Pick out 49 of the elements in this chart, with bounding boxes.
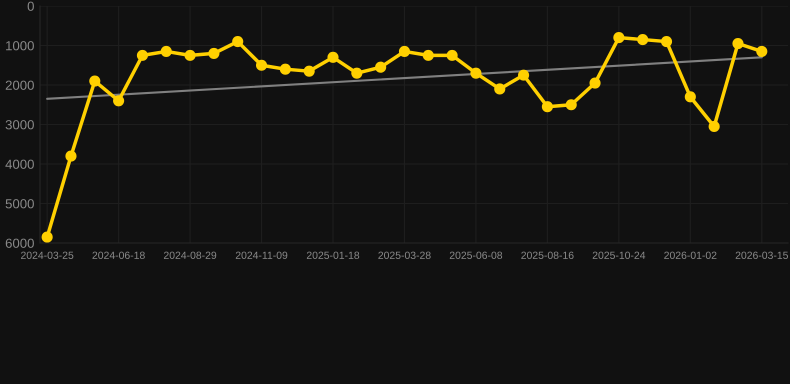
x-tick-label: 2025-06-08 (450, 252, 502, 259)
point (684, 91, 696, 102)
point (136, 50, 148, 61)
point (160, 46, 172, 57)
x-tick-label: 2026-01-02 (664, 252, 716, 259)
point (494, 83, 506, 95)
x-tick-label: 2025-10-24 (592, 252, 646, 259)
point (65, 150, 77, 162)
point (732, 38, 744, 50)
point (351, 68, 362, 79)
y-tick-label: 0 (28, 2, 34, 11)
point (446, 50, 458, 61)
point (566, 99, 577, 110)
point (518, 70, 530, 81)
x-tick-label: 2025-01-18 (306, 252, 360, 259)
point (42, 232, 53, 243)
x-tick-label: 2024-06-18 (92, 252, 145, 259)
point (208, 48, 220, 59)
x-tick-label: 2024-03-25 (21, 252, 74, 259)
point (304, 66, 315, 77)
point (613, 32, 624, 44)
point (470, 68, 482, 79)
y-tick-label: 4000 (5, 160, 34, 169)
point (589, 77, 601, 89)
point (232, 36, 244, 48)
point (422, 50, 434, 61)
point (542, 101, 553, 112)
x-tick-label: 2024-11-09 (236, 252, 288, 259)
point (398, 46, 410, 57)
point (256, 60, 268, 71)
y-tick-label: 5000 (6, 199, 34, 208)
point (184, 50, 196, 61)
y-tick-label: 2000 (6, 80, 34, 90)
point (327, 52, 339, 63)
x-tick-label: 2025-08-16 (521, 252, 574, 259)
point (708, 120, 720, 132)
point (280, 64, 291, 75)
x-tick-label: 2025-03-28 (378, 252, 431, 259)
point (660, 36, 672, 48)
x-tick-label: 2026-03-15 (736, 252, 788, 259)
y-tick-label: 3000 (6, 120, 34, 130)
y-tick-label: 6000 (6, 238, 34, 248)
y-tick-label: 1000 (6, 41, 34, 50)
point (375, 62, 386, 73)
point (113, 95, 124, 106)
point (89, 75, 100, 87)
point (756, 46, 768, 57)
x-tick-label: 2024-08-29 (164, 252, 216, 259)
point (637, 34, 648, 46)
